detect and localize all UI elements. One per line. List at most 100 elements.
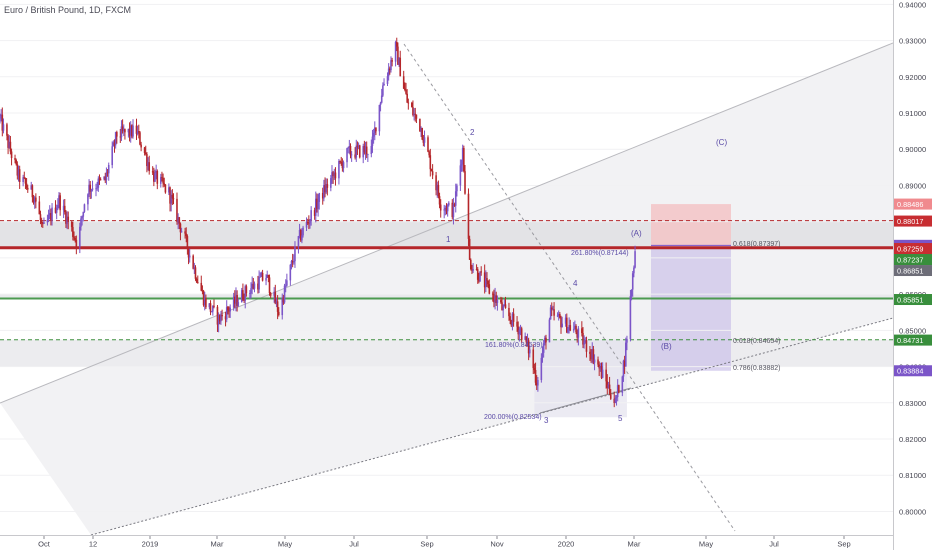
candle-body xyxy=(613,398,616,403)
candle-body xyxy=(54,207,57,213)
candle-body xyxy=(6,124,8,136)
candle-body xyxy=(443,209,445,211)
candle-body xyxy=(621,376,624,393)
candle-body xyxy=(243,299,245,301)
fib-label-261: 261.80%(0.87144) xyxy=(571,250,629,257)
candle-body xyxy=(25,183,28,188)
candle-body xyxy=(97,178,100,188)
candle-body xyxy=(622,360,625,377)
candle-body xyxy=(354,154,356,158)
candle-body xyxy=(542,343,545,353)
wave-label-b: (B) xyxy=(661,342,672,351)
candle-body xyxy=(63,205,66,213)
candle-body xyxy=(379,102,382,105)
time-tick-label: Nov xyxy=(490,540,504,549)
candle-body xyxy=(244,286,247,301)
candle-body xyxy=(346,148,348,163)
candle-body xyxy=(17,169,20,176)
levels-layer xyxy=(0,42,893,535)
candle-body xyxy=(62,205,65,211)
candle-body xyxy=(487,280,489,285)
candle-body xyxy=(98,178,101,180)
candle-body xyxy=(483,272,486,288)
candle-body xyxy=(520,328,523,340)
candle-body xyxy=(501,302,503,311)
candle-body xyxy=(439,204,442,211)
candle-body xyxy=(342,162,345,169)
symbol-title: Euro / British Pound, 1D, FXCM xyxy=(4,5,131,15)
time-tick-label: 2020 xyxy=(558,540,575,549)
candle-body xyxy=(7,135,9,148)
candle-body xyxy=(119,136,122,138)
candle-body xyxy=(186,236,189,249)
lower-trendline[interactable] xyxy=(90,317,893,535)
candle-body xyxy=(111,146,114,166)
candle-body xyxy=(0,116,1,119)
candle-body xyxy=(500,300,502,303)
price-label-text: 0.87237 xyxy=(897,255,923,264)
candle-body xyxy=(212,305,214,312)
candle-body xyxy=(139,132,141,145)
candle-body xyxy=(435,175,437,191)
candle-body xyxy=(618,385,620,393)
price-axis[interactable]: 0.94000 0.93000 0.92000 0.91000 0.90000 0.890… xyxy=(893,0,932,550)
fib-extension-box xyxy=(534,339,627,418)
candle-body xyxy=(43,222,45,224)
candle-body xyxy=(298,229,301,237)
candle-body xyxy=(82,211,85,217)
candle-body xyxy=(615,396,618,398)
candle-body xyxy=(55,208,58,213)
candle-body xyxy=(548,319,551,343)
candle-body xyxy=(427,137,429,152)
candle-body xyxy=(185,233,188,237)
candle-body xyxy=(284,285,287,287)
candle-body xyxy=(486,278,488,281)
candle-body xyxy=(405,90,407,94)
candle-body xyxy=(591,349,594,360)
candle-body xyxy=(269,293,272,296)
candle-body xyxy=(151,171,154,173)
fib-label-0618-low: 0.618(0.84654) xyxy=(733,338,780,345)
candle-body xyxy=(471,269,473,271)
candle-body xyxy=(143,147,146,153)
candle-body xyxy=(451,202,454,218)
candle-body xyxy=(456,185,458,192)
candle-body xyxy=(550,307,553,310)
candle-body xyxy=(170,194,172,204)
candle-body xyxy=(476,269,479,280)
candle-body xyxy=(129,125,132,136)
candle-body xyxy=(159,177,162,184)
candle-body xyxy=(208,303,211,308)
time-axis[interactable]: Oct 12 2019 Mar May Jul Sep Nov 2020 Mar May Jul Sep xyxy=(0,535,893,550)
wave-labels-layer: 1 2 3 4 5 (A) (B) (C) xyxy=(446,128,727,425)
candle-body xyxy=(599,366,602,369)
wave-label-1: 1 xyxy=(446,235,451,244)
diagonal-trendline[interactable] xyxy=(403,43,736,532)
plot-area[interactable]: 1 2 3 4 5 (A) (B) (C) 261.80%(0.87144) 1… xyxy=(0,3,893,535)
candle-body xyxy=(290,260,293,265)
candle-body xyxy=(525,336,528,343)
candle-body xyxy=(291,260,294,263)
candle-body xyxy=(31,185,34,198)
candle-body xyxy=(14,158,16,160)
candle-body xyxy=(614,397,617,403)
candle-body xyxy=(282,297,285,303)
candle-body xyxy=(533,368,536,371)
upper-trendline[interactable] xyxy=(0,42,893,404)
candle-body xyxy=(338,161,340,179)
candle-body xyxy=(559,314,561,318)
take-profit-zone[interactable] xyxy=(651,245,731,371)
candle-body xyxy=(235,295,237,304)
stop-loss-zone[interactable] xyxy=(651,204,731,246)
candle-body xyxy=(600,366,603,378)
price-tick-label: 0.91000 xyxy=(899,109,926,118)
candle-body xyxy=(73,236,75,238)
candle-body xyxy=(629,295,632,340)
candle-body xyxy=(415,114,418,119)
candle-body xyxy=(305,222,308,228)
price-tick-label: 0.80000 xyxy=(899,507,926,516)
candle-body xyxy=(146,154,148,167)
candle-body xyxy=(509,316,511,321)
